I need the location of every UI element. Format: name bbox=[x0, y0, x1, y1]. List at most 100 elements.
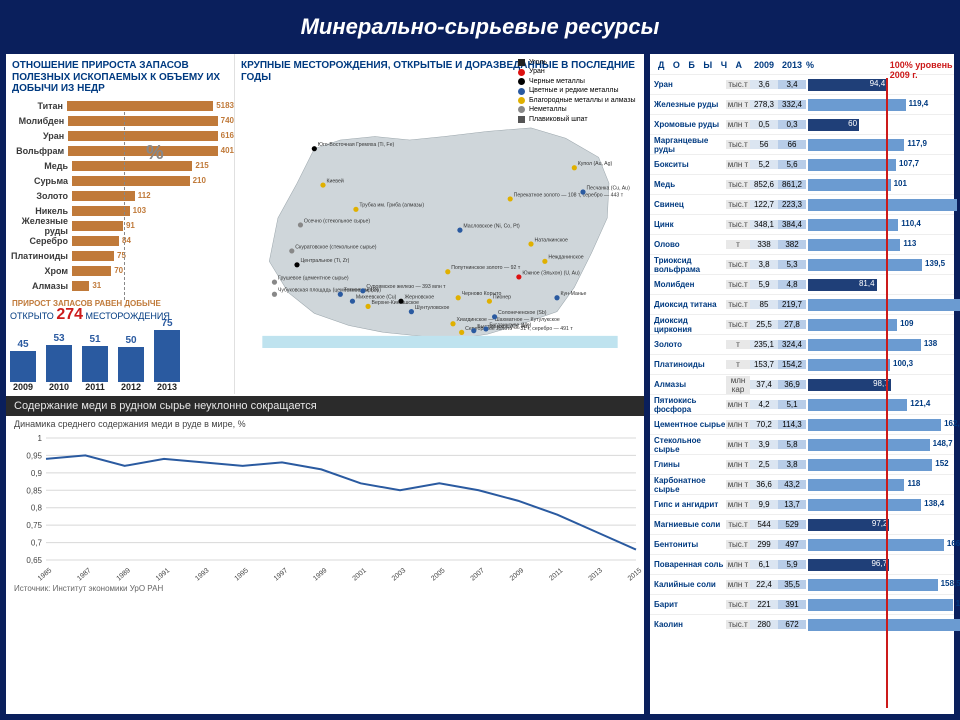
prod-row: Гипс и ангидритмлн т9,913,7138,4 bbox=[650, 494, 954, 514]
discovered-bar: 53 bbox=[46, 345, 72, 382]
map-point bbox=[445, 269, 450, 274]
map-label: Суроямское железо — 393 млн т bbox=[366, 284, 446, 290]
ratio-row: Сурьма210 bbox=[10, 174, 234, 188]
prod-row: Алмазымлн кар37,436,998,7 bbox=[650, 374, 954, 394]
prod-y1: 2009 bbox=[750, 60, 778, 70]
map-point bbox=[508, 196, 513, 201]
ratio-chart: ОТНОШЕНИЕ ПРИРОСТА ЗАПАСОВ ПОЛЕЗНЫХ ИСКО… bbox=[6, 54, 234, 394]
discovered-bar: 51 bbox=[82, 346, 108, 382]
prod-row: Золотот235,1324,4138 bbox=[650, 334, 954, 354]
map-label: Купол (Au, Ag) bbox=[578, 161, 613, 167]
map-point bbox=[320, 182, 325, 187]
map-point bbox=[360, 288, 365, 293]
svg-text:0,8: 0,8 bbox=[31, 504, 43, 513]
prod-row: Марганцевые рудытыс.т5666117,9 bbox=[650, 134, 954, 154]
map-svg: Юго-Восточная Гремяха (Ti, Fe)КиевейОсеч… bbox=[235, 88, 645, 348]
prod-row: Платиноидыт153,7154,2100,3 bbox=[650, 354, 954, 374]
map-label: Грушевое (цементное сырье) bbox=[278, 276, 349, 282]
svg-text:1: 1 bbox=[38, 434, 43, 443]
map-point bbox=[542, 259, 547, 264]
discovered-year: 2013 bbox=[154, 382, 180, 392]
svg-text:1987: 1987 bbox=[76, 567, 93, 582]
map-point bbox=[365, 304, 370, 309]
ratio-row: Серебро84 bbox=[10, 234, 234, 248]
discovered-year: 2011 bbox=[82, 382, 108, 392]
map-point bbox=[353, 207, 358, 212]
map-point bbox=[487, 299, 492, 304]
svg-text:0,65: 0,65 bbox=[26, 556, 42, 565]
prod-row: Каолинтыс.т280672240 bbox=[650, 614, 954, 634]
ratio-row: Хром70 bbox=[10, 264, 234, 278]
map-point bbox=[492, 314, 497, 319]
ratio-pct-symbol: % bbox=[146, 142, 164, 165]
discovered-year: 2009 bbox=[10, 382, 36, 392]
map-label: Масловское (Ni, Co, Pt) bbox=[463, 224, 520, 230]
prod-row: Молибдентыс.т5,94,881,4 bbox=[650, 274, 954, 294]
ratio-row: Медь215 bbox=[10, 159, 234, 173]
svg-text:2015: 2015 bbox=[627, 567, 644, 582]
discovered-prefix: ОТКРЫТО bbox=[10, 311, 54, 321]
prod-row: Глинымлн т2,53,8152 bbox=[650, 454, 954, 474]
prod-row: Хромовые рудымлн т0,50,360 bbox=[650, 114, 954, 134]
svg-text:1995: 1995 bbox=[233, 567, 250, 582]
map-label: Южное (Эльхон) (U, Au) bbox=[522, 270, 580, 276]
discovered-year: 2010 bbox=[46, 382, 72, 392]
map-point bbox=[409, 309, 414, 314]
svg-text:1989: 1989 bbox=[115, 567, 132, 582]
map-point bbox=[471, 328, 476, 333]
map-label: Осечно (стекольное сырье) bbox=[304, 218, 370, 224]
map-label: Пионер bbox=[493, 295, 511, 301]
discovered-bar: 75 bbox=[154, 330, 180, 383]
svg-text:1991: 1991 bbox=[155, 567, 172, 582]
ratio-100-line bbox=[124, 112, 125, 300]
map-point bbox=[338, 292, 343, 297]
prod-baseline bbox=[886, 78, 888, 708]
left-panel: ОТНОШЕНИЕ ПРИРОСТА ЗАПАСОВ ПОЛЕЗНЫХ ИСКО… bbox=[6, 54, 644, 714]
svg-text:2003: 2003 bbox=[391, 567, 408, 582]
map-point bbox=[457, 228, 462, 233]
map-label: Трубка им. Гриба (алмазы) bbox=[359, 203, 424, 209]
discovered-year: 2012 bbox=[118, 382, 144, 392]
svg-text:2007: 2007 bbox=[469, 567, 486, 582]
ratio-row: Железные руды91 bbox=[10, 219, 234, 233]
map-point bbox=[294, 262, 299, 267]
line-source: Источник: Институт экономики УрО РАН bbox=[6, 582, 644, 595]
map-label: Юго-Восточная Гремяха (Ti, Fe) bbox=[318, 142, 395, 148]
map-point bbox=[528, 241, 533, 246]
svg-text:2005: 2005 bbox=[430, 567, 447, 582]
ratio-row: Алмазы31 bbox=[10, 279, 234, 293]
discovered-bar: 45 bbox=[10, 351, 36, 383]
map-point bbox=[483, 326, 488, 331]
svg-text:2001: 2001 bbox=[351, 567, 368, 582]
legend-item: Уран bbox=[518, 67, 638, 76]
ratio-row: Молибден740 bbox=[10, 114, 234, 128]
ratio-row: Титан5183 bbox=[10, 99, 234, 113]
prod-row: Цинктыс.т348,1384,4110,4 bbox=[650, 214, 954, 234]
map-point bbox=[350, 299, 355, 304]
map-point bbox=[298, 222, 303, 227]
map-label: Нежданинское bbox=[548, 255, 583, 261]
discovered-bar: 50 bbox=[118, 347, 144, 382]
map-label: Бугдаинское (Mo) bbox=[489, 322, 531, 328]
deposits-map: КРУПНЫЕ МЕСТОРОЖДЕНИЯ, ОТКРЫТЫЕ И ДОРАЗВ… bbox=[234, 54, 644, 394]
map-point bbox=[450, 321, 455, 326]
svg-text:0,75: 0,75 bbox=[26, 521, 42, 530]
svg-text:0,95: 0,95 bbox=[26, 451, 42, 460]
map-label: Солонеченское (Sb) bbox=[498, 310, 547, 316]
map-point bbox=[289, 248, 294, 253]
prod-row: Магниевые солитыс.т54452997,2 bbox=[650, 514, 954, 534]
page-title: Минерально-сырьевые ресурсы bbox=[0, 0, 960, 50]
prod-row: Медьтыс.т852,6861,2101 bbox=[650, 174, 954, 194]
prod-row: Оловот338382113 bbox=[650, 234, 954, 254]
prod-row: Свинецтыс.т122,7223,3182 bbox=[650, 194, 954, 214]
prod-row: Диоксид циркониятыс.т25,527,8109 bbox=[650, 314, 954, 334]
prod-row: Цементное сырьемлн т70,2114,3162,8 bbox=[650, 414, 954, 434]
map-label: Шунтуловское bbox=[415, 305, 450, 311]
map-label: Кун-Манье bbox=[560, 291, 586, 297]
prod-y2: 2013 bbox=[778, 60, 806, 70]
map-label: Жерновское bbox=[404, 295, 434, 301]
map-point bbox=[312, 146, 317, 151]
legend-item: Черные металлы bbox=[518, 77, 638, 86]
map-point bbox=[459, 330, 464, 335]
map-point bbox=[272, 292, 277, 297]
